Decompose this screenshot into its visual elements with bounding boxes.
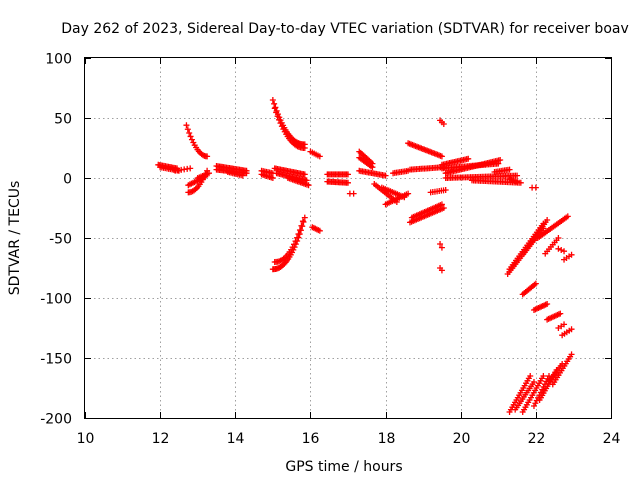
data-point	[345, 179, 351, 186]
data-point	[276, 116, 283, 123]
data-point	[438, 201, 445, 208]
data-point	[186, 129, 193, 136]
data-point	[557, 310, 564, 317]
data-point	[187, 165, 194, 172]
data-point	[405, 190, 412, 197]
data-point	[305, 182, 312, 189]
data-point	[568, 326, 575, 333]
data-point	[555, 245, 562, 252]
x-tick-label: 12	[152, 431, 170, 447]
y-tick-label: 0	[63, 172, 72, 188]
data-point	[442, 187, 449, 193]
x-tick-label: 18	[378, 431, 396, 447]
data-point	[301, 214, 308, 221]
data-point	[558, 247, 565, 253]
data-point	[564, 213, 571, 220]
data-point	[269, 97, 276, 103]
data-point	[316, 153, 323, 160]
data-point	[291, 241, 298, 248]
plot-frame	[84, 57, 612, 419]
x-axis-tick-labels: 10 12 14 16 18 20 22 24	[77, 431, 621, 447]
data-point	[239, 172, 246, 179]
data-point	[301, 171, 308, 178]
y-axis-tick-labels: -200 -150 -100 -50 0 50 100	[40, 52, 72, 428]
y-tick-label: -100	[40, 292, 72, 308]
x-tick-label: 22	[528, 431, 546, 447]
data-point	[440, 205, 447, 211]
data-point	[517, 179, 524, 186]
data-point	[187, 133, 194, 140]
data-point	[188, 136, 195, 143]
x-tick-label: 14	[227, 431, 245, 447]
data-point	[345, 171, 351, 178]
data-point	[205, 170, 212, 177]
data-point	[382, 172, 389, 179]
y-tick-label: 100	[45, 52, 72, 68]
data-point	[301, 145, 308, 151]
data-point	[568, 351, 575, 358]
data-point	[293, 234, 300, 241]
data-point	[350, 190, 357, 197]
data-point	[465, 155, 472, 162]
data-point	[568, 251, 575, 258]
data-point	[514, 172, 521, 179]
data-point	[438, 267, 445, 274]
data-point	[506, 166, 513, 173]
x-tick-label: 24	[603, 431, 621, 447]
y-tick-label: 50	[54, 112, 72, 128]
data-point	[273, 109, 280, 116]
data-point	[369, 164, 376, 171]
data-point	[532, 184, 539, 191]
data-point	[272, 104, 279, 111]
data-point	[438, 244, 445, 251]
data-point	[277, 120, 284, 127]
data-point	[561, 321, 568, 328]
data-point	[243, 170, 250, 177]
y-axis-label: SDTVAR / TECUs	[7, 181, 23, 296]
axis-ticks	[85, 58, 612, 419]
data-point	[438, 153, 445, 160]
data-point	[296, 227, 303, 234]
data-point	[204, 153, 211, 160]
data-point	[440, 121, 447, 127]
data-point	[298, 222, 305, 229]
x-tick-label: 20	[453, 431, 471, 447]
data-point	[561, 248, 568, 255]
data-point	[316, 227, 323, 234]
data-point	[544, 301, 551, 307]
y-tick-label: -150	[40, 352, 72, 368]
data-point	[532, 280, 539, 287]
data-point	[544, 217, 551, 223]
x-tick-label: 16	[302, 431, 320, 447]
data-points	[155, 97, 575, 415]
data-point	[514, 178, 521, 185]
data-point	[269, 175, 276, 181]
data-point	[437, 241, 444, 247]
x-axis-label: GPS time / hours	[285, 459, 402, 475]
data-point	[540, 373, 547, 379]
data-point	[527, 373, 534, 379]
data-point	[271, 105, 278, 112]
data-point	[497, 157, 504, 163]
data-point	[274, 113, 281, 120]
data-point	[299, 218, 306, 225]
data-point	[184, 126, 191, 133]
x-tick-label: 10	[77, 431, 95, 447]
data-point	[295, 231, 302, 238]
chart-title: Day 262 of 2023, Sidereal Day-to-day VTE…	[61, 21, 629, 37]
data-point	[530, 379, 537, 385]
y-tick-label: -50	[49, 232, 72, 248]
data-point	[555, 235, 562, 241]
y-tick-label: -200	[40, 412, 72, 428]
data-point	[183, 122, 190, 129]
data-point	[292, 238, 299, 245]
